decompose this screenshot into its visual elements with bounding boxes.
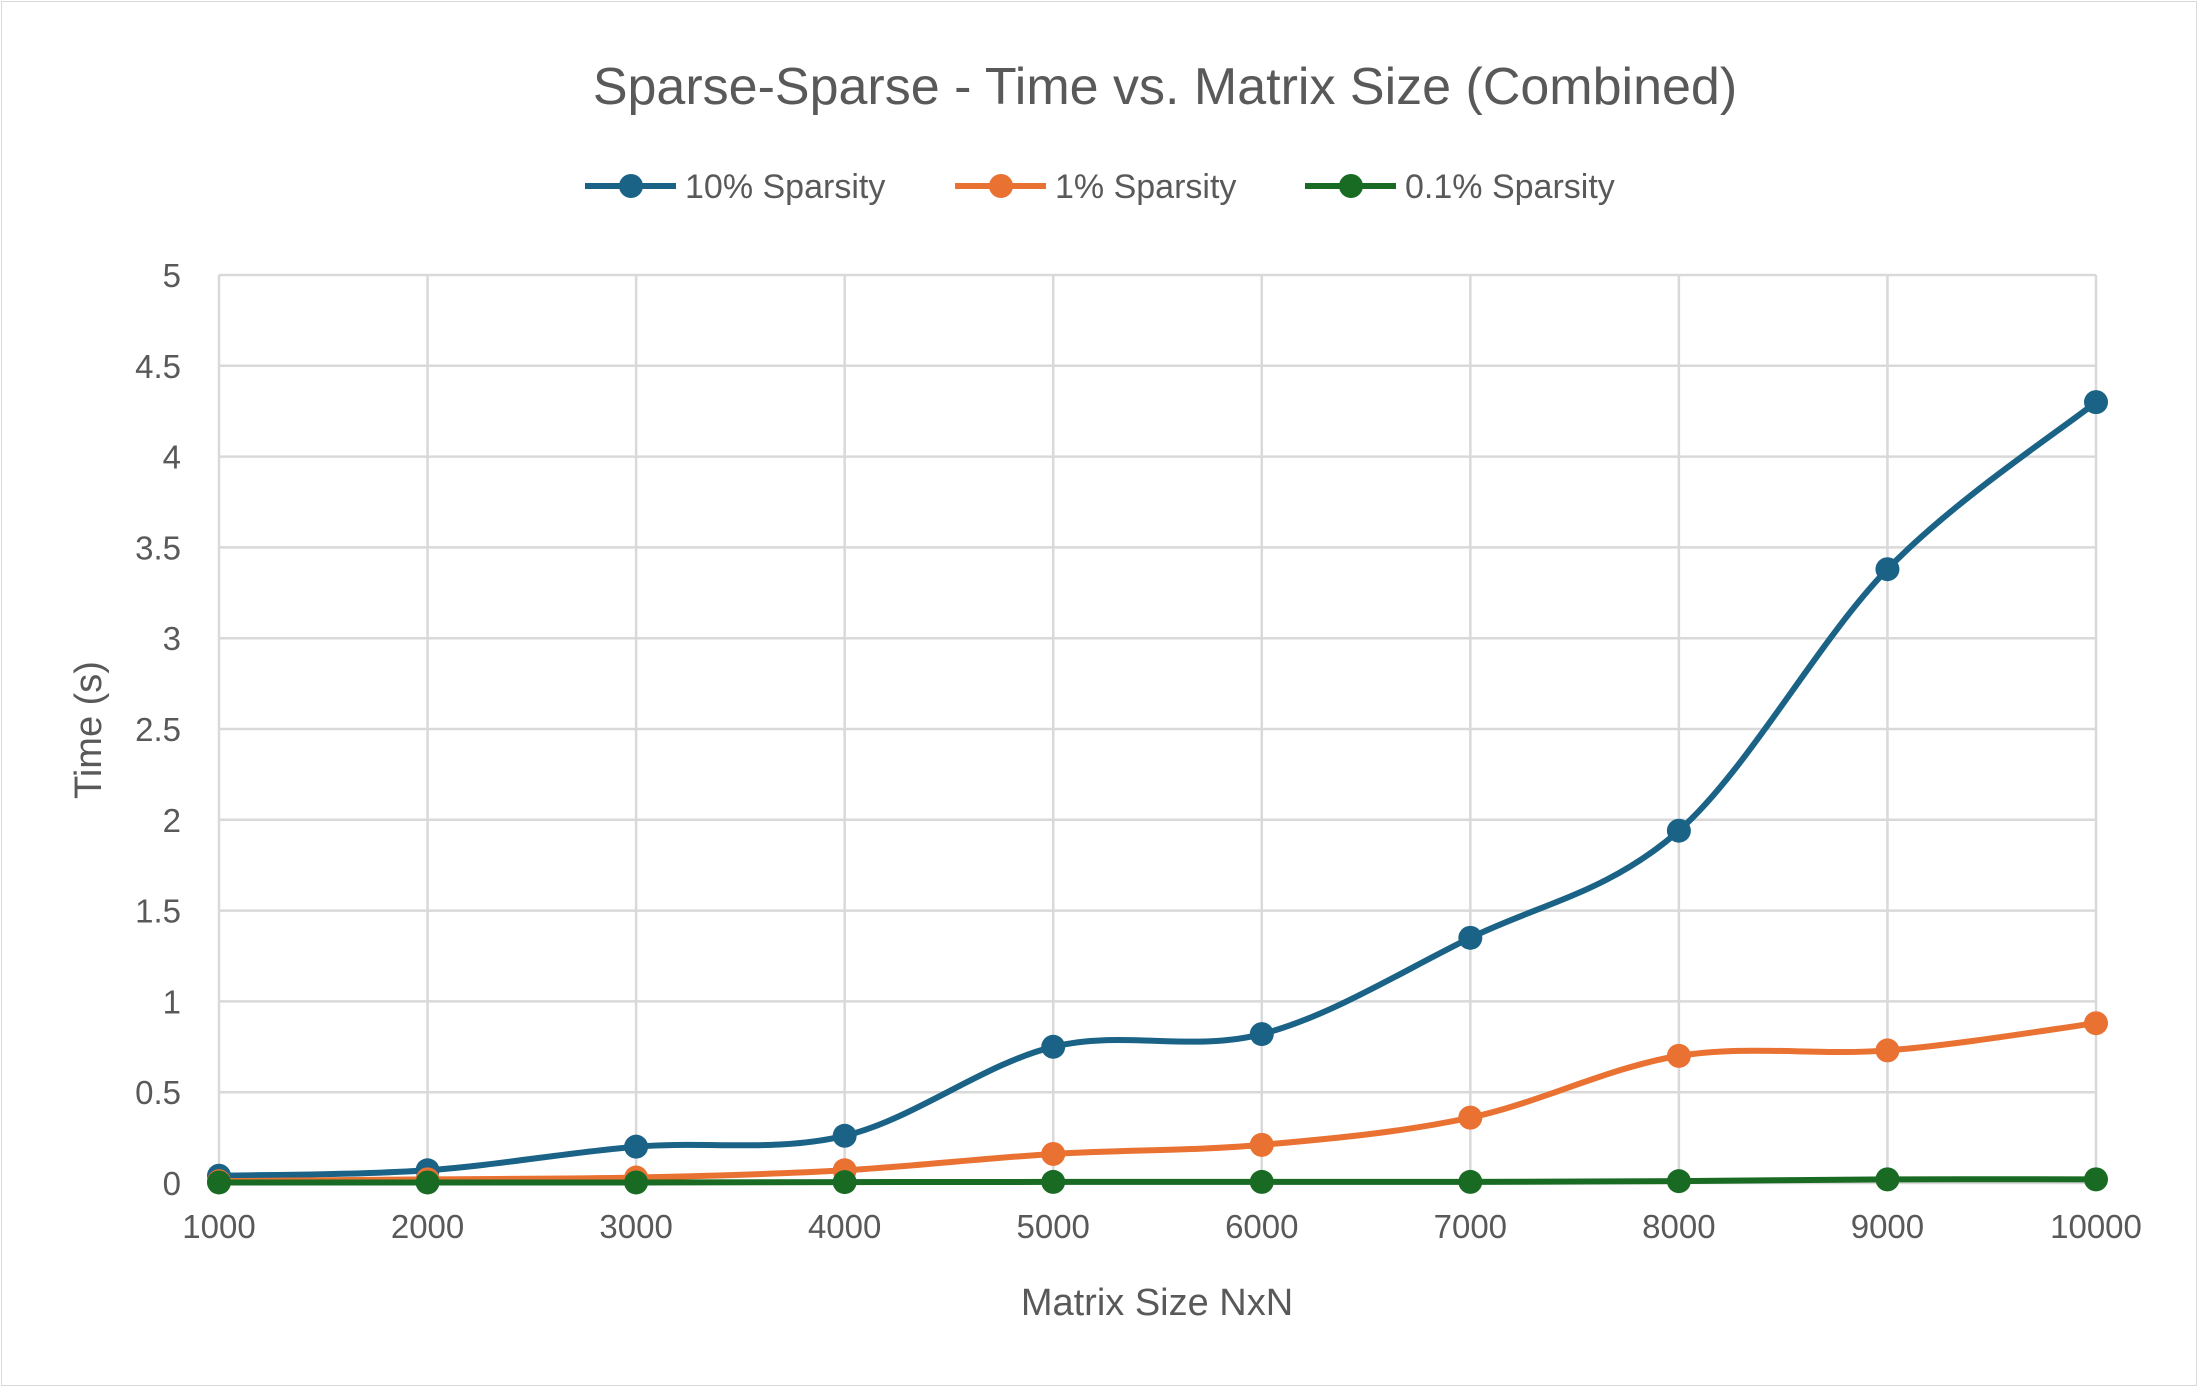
data-point — [1666, 1043, 1691, 1068]
gridlines — [217, 273, 2098, 1185]
data-point — [1666, 1169, 1691, 1194]
data-point — [1041, 1169, 1066, 1194]
series-10-sparsity — [207, 390, 2108, 1188]
x-tick-label: 9000 — [1851, 1208, 1924, 1245]
data-point — [207, 1170, 231, 1195]
legend-item: 1% Sparsity — [955, 168, 1236, 206]
data-point — [1041, 1034, 1066, 1059]
x-tick-label: 6000 — [1225, 1208, 1298, 1245]
series-line — [216, 1020, 2099, 1185]
x-tick-label: 2000 — [391, 1208, 464, 1245]
data-point — [1666, 818, 1691, 843]
x-tick-label: 4000 — [808, 1208, 881, 1245]
data-point — [1875, 1167, 1900, 1192]
data-point — [1875, 1038, 1900, 1063]
data-point — [2084, 1011, 2108, 1036]
legend: 10% Sparsity 1% Sparsity 0.1% Sparsity — [585, 168, 1615, 206]
y-tick-label: 3.5 — [135, 529, 181, 566]
legend-label: 10% Sparsity — [685, 168, 885, 206]
legend-label: 0.1% Sparsity — [1405, 168, 1615, 206]
y-tick-label: 1 — [163, 983, 181, 1020]
y-tick-label: 0 — [163, 1165, 181, 1202]
legend-point-marker — [619, 174, 643, 198]
y-tick-label: 3 — [163, 620, 181, 657]
data-point — [624, 1134, 649, 1159]
x-tick-label: 5000 — [1017, 1208, 1090, 1245]
data-point — [1458, 1169, 1483, 1194]
x-tick-label: 8000 — [1642, 1208, 1715, 1245]
data-point — [2084, 390, 2108, 415]
legend-point-marker — [1339, 174, 1363, 198]
y-tick-label: 4.5 — [135, 348, 181, 385]
data-point — [1249, 1169, 1274, 1194]
y-tick-label: 0.5 — [135, 1074, 181, 1111]
y-axis-ticks: 0 0.5 1 1.5 2 2.5 3 3.5 4 4.5 5 — [135, 257, 181, 1202]
legend-point-marker — [989, 174, 1013, 198]
y-tick-label: 4 — [163, 439, 181, 476]
x-axis-label: Matrix Size NxN — [1021, 1282, 1293, 1324]
data-point — [1875, 557, 1900, 582]
data-point — [624, 1170, 649, 1195]
y-tick-label: 2 — [163, 802, 181, 839]
data-point — [415, 1170, 440, 1195]
x-axis-ticks: 1000 2000 3000 4000 5000 6000 7000 8000 9000 1000… — [182, 1208, 2142, 1245]
x-tick-label: 1000 — [182, 1208, 255, 1245]
y-axis-label: Time (s) — [68, 661, 110, 799]
data-point — [1041, 1141, 1066, 1166]
x-tick-label: 10000 — [2050, 1208, 2142, 1245]
data-point — [832, 1123, 857, 1148]
y-tick-label: 1.5 — [135, 893, 181, 930]
x-tick-label: 7000 — [1434, 1208, 1507, 1245]
series-group — [207, 390, 2108, 1195]
data-point — [832, 1170, 857, 1195]
data-point — [1458, 925, 1483, 950]
legend-item: 10% Sparsity — [585, 168, 885, 206]
legend-item: 0.1% Sparsity — [1305, 168, 1615, 206]
series-0-1-sparsity — [207, 1167, 2108, 1195]
data-point — [2084, 1167, 2108, 1192]
data-point — [1458, 1105, 1483, 1130]
legend-label: 1% Sparsity — [1055, 168, 1236, 206]
series-line — [216, 399, 2099, 1179]
series-line — [216, 1176, 2099, 1186]
chart-title: Sparse-Sparse - Time vs. Matrix Size (Co… — [593, 58, 1737, 116]
data-point — [1249, 1132, 1274, 1157]
x-tick-label: 3000 — [599, 1208, 672, 1245]
data-point — [1249, 1022, 1274, 1047]
y-tick-label: 2.5 — [135, 711, 181, 748]
y-tick-label: 5 — [163, 257, 181, 294]
